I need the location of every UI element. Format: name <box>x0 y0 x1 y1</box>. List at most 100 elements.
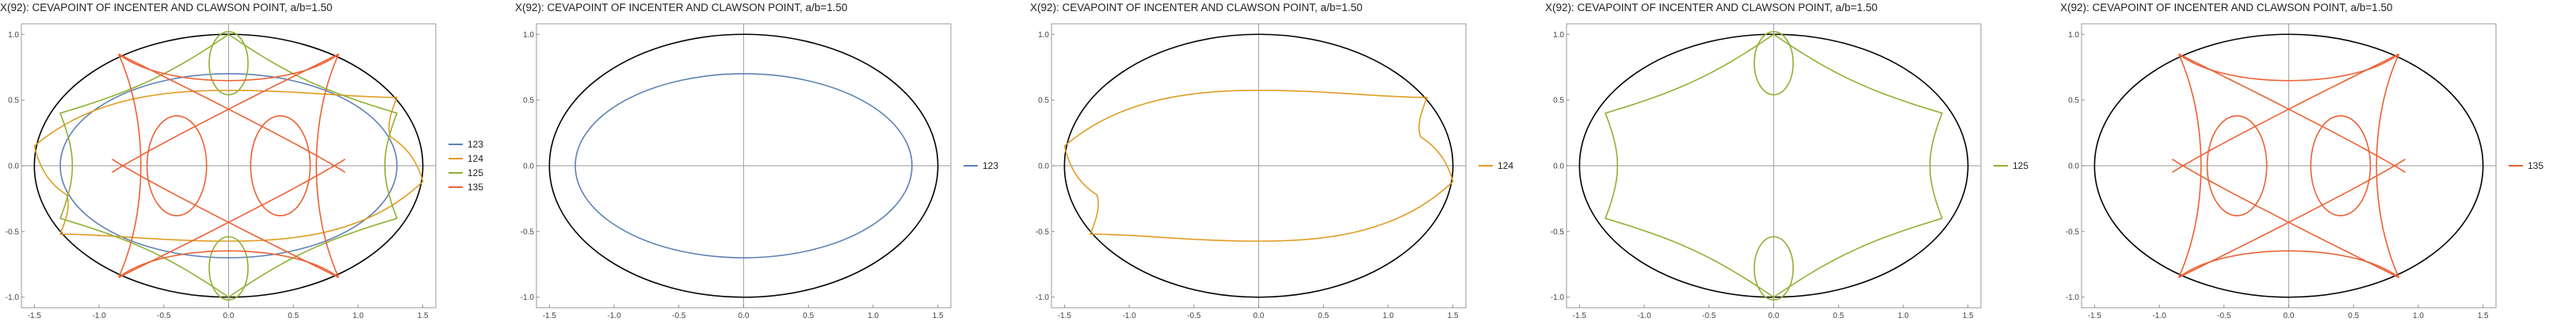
x-tick-label: -1.5 <box>543 312 557 320</box>
chart-panel: X(92): CEVAPOINT OF INCENTER AND CLAWSON… <box>1545 0 2060 322</box>
series-125-curve <box>1605 33 1943 298</box>
chart-title: X(92): CEVAPOINT OF INCENTER AND CLAWSON… <box>515 2 848 13</box>
series-135-arc <box>2376 53 2400 278</box>
x-tick-label: 0.0 <box>1769 312 1780 320</box>
y-tick-label: 1.0 <box>523 31 534 40</box>
plot-area: -1.5 -1.0 -0.5 0.0 0.5 1.0 1.5 -1.0 -0.5 0.0 0.5 1.… <box>2066 23 2544 320</box>
series-123-curve <box>574 73 913 259</box>
chart-title: X(92): CEVAPOINT OF INCENTER AND CLAWSON… <box>1030 2 1363 13</box>
x-tick-label: 1.5 <box>933 312 944 320</box>
y-tick-label: 0.0 <box>2068 163 2079 171</box>
y-tick-label: 1.0 <box>1038 31 1049 40</box>
x-tick-label: -1.0 <box>607 312 621 320</box>
series-135-diagonal <box>2171 53 2399 173</box>
x-tick-label: -0.5 <box>1187 312 1201 320</box>
x-tick-label: 1.5 <box>418 312 429 320</box>
series-135 <box>111 53 346 278</box>
boundary-ellipse <box>2093 33 2484 298</box>
y-tick-label: 0.5 <box>8 97 19 105</box>
y-tick-label: 0.5 <box>1038 97 1049 105</box>
y-tick-label: -1.0 <box>1551 293 1565 302</box>
y-tick-label: 0.5 <box>523 97 534 105</box>
series-135-oval <box>146 115 208 217</box>
chart-title: X(92): CEVAPOINT OF INCENTER AND CLAWSON… <box>1545 2 1878 13</box>
y-tick-label: -1.0 <box>521 293 535 302</box>
chart-panel: X(92): CEVAPOINT OF INCENTER AND CLAWSON… <box>0 0 515 322</box>
chart-panel: X(92): CEVAPOINT OF INCENTER AND CLAWSON… <box>2060 0 2575 322</box>
series-123 <box>574 73 913 259</box>
x-tick-label: 0.5 <box>1318 312 1329 320</box>
y-tick-label: -1.0 <box>6 293 20 302</box>
legend-label: 124 <box>1498 160 1513 171</box>
x-tick-label: 0.5 <box>2348 312 2359 320</box>
x-tick-label: -1.5 <box>1573 312 1587 320</box>
y-tick-label: -0.5 <box>2066 228 2080 236</box>
x-tick-label: -1.5 <box>2088 312 2102 320</box>
x-tick-label: -1.0 <box>1637 312 1651 320</box>
boundary-ellipse <box>1063 33 1454 298</box>
y-tick-label: 0.0 <box>1038 163 1049 171</box>
series-125-curve <box>59 33 398 298</box>
legend-label: 135 <box>2528 160 2544 171</box>
series-135-diagonal <box>2171 159 2399 278</box>
x-tick-label: 0.0 <box>1254 312 1265 320</box>
x-tick-label: -0.5 <box>2217 312 2231 320</box>
series-124 <box>33 90 424 242</box>
x-tick-label: 1.0 <box>2413 312 2424 320</box>
series-135-oval <box>2206 115 2268 217</box>
y-tick-label: 0.5 <box>1553 97 1564 105</box>
legend-label: 123 <box>983 160 998 171</box>
series-125 <box>1605 31 1943 301</box>
x-tick-label: 0.0 <box>738 312 750 320</box>
plot-area: -1.5 -1.0 -0.5 0.0 0.5 1.0 1.5 -1.0 -0.5 0.0 0.5 1.… <box>6 23 483 320</box>
x-tick-label: 1.0 <box>1898 312 1909 320</box>
series-125-lobe <box>1754 31 1794 96</box>
series-123 <box>59 73 398 259</box>
x-tick-label: -1.5 <box>1058 312 1072 320</box>
y-tick-label: 1.0 <box>8 31 19 40</box>
x-tick-label: 1.0 <box>353 312 364 320</box>
x-tick-label: -1.0 <box>2152 312 2166 320</box>
series-135-diagonal <box>111 159 339 278</box>
y-tick-label: -0.5 <box>1551 228 1565 236</box>
y-tick-label: -1.0 <box>2066 293 2080 302</box>
boundary-ellipse <box>548 33 939 298</box>
series-135-diagonal <box>2178 159 2406 278</box>
x-tick-label: -0.5 <box>672 312 686 320</box>
series-123-curve <box>59 73 398 259</box>
y-tick-label: 0.0 <box>523 163 534 171</box>
x-tick-label: -0.5 <box>157 312 171 320</box>
x-tick-label: 0.0 <box>2284 312 2295 320</box>
x-tick-label: 1.5 <box>1448 312 1459 320</box>
x-tick-label: 0.0 <box>223 312 235 320</box>
x-tick-label: 0.5 <box>803 312 814 320</box>
series-124 <box>1063 90 1454 242</box>
series-135-arc <box>315 53 340 278</box>
x-tick-label: -0.5 <box>1702 312 1716 320</box>
series-135-oval <box>250 115 311 217</box>
y-tick-label: 0.0 <box>1553 163 1564 171</box>
x-tick-label: 1.0 <box>868 312 879 320</box>
plot-area: -1.5 -1.0 -0.5 0.0 0.5 1.0 1.5 -1.0 -0.5 0.0 0.5 1.… <box>1551 23 2028 320</box>
y-tick-label: -0.5 <box>521 228 535 236</box>
x-tick-label: 0.5 <box>288 312 299 320</box>
series-135-arc <box>117 53 142 278</box>
series-135 <box>2171 53 2406 278</box>
y-tick-label: 0.5 <box>2068 97 2079 105</box>
y-tick-label: 1.0 <box>1553 31 1564 40</box>
x-tick-label: 1.5 <box>2478 312 2489 320</box>
legend-label: 125 <box>467 167 483 178</box>
series-125-lobe <box>1754 236 1794 301</box>
plot-area: -1.5 -1.0 -0.5 0.0 0.5 1.0 1.5 -1.0 -0.5 0.0 0.5 1.… <box>1036 23 1513 320</box>
legend-label: 123 <box>467 139 483 150</box>
legend-label: 124 <box>467 153 483 164</box>
y-tick-label: 1.0 <box>2068 31 2079 40</box>
chart-panel: X(92): CEVAPOINT OF INCENTER AND CLAWSON… <box>1030 0 1545 322</box>
y-tick-label: -0.5 <box>6 228 20 236</box>
legend-label: 135 <box>467 182 483 193</box>
series-135-diagonal <box>2178 53 2406 173</box>
series-135-diagonal <box>118 53 346 173</box>
series-135-oval <box>2310 115 2372 217</box>
series-125-lobe <box>208 236 249 301</box>
